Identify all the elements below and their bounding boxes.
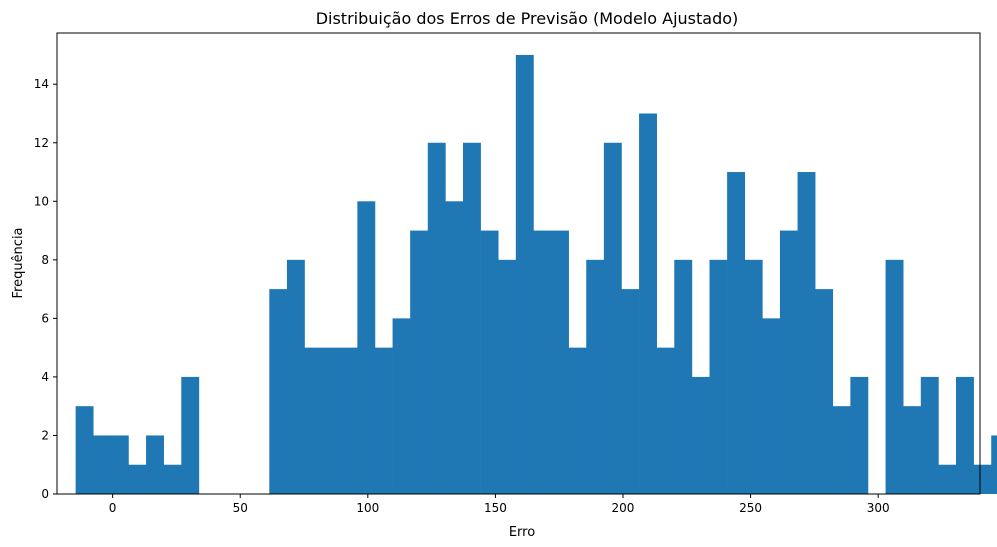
chart-title: Distribuição dos Erros de Previsão (Mode… — [316, 9, 739, 28]
plot-frame — [56, 32, 981, 495]
histogram-bar — [286, 259, 305, 494]
histogram-bar — [674, 259, 693, 494]
histogram-bar — [181, 376, 200, 494]
histogram-bar — [463, 142, 481, 494]
histogram-bar — [903, 406, 922, 494]
x-tick-label: 100 — [356, 501, 379, 515]
histogram-bar — [656, 347, 675, 494]
histogram-bar — [797, 172, 816, 494]
histogram-bar — [779, 230, 798, 494]
histogram-bar — [110, 435, 129, 494]
histogram-bar — [533, 230, 552, 494]
histogram-bar — [639, 113, 657, 495]
histogram-bar — [304, 347, 323, 494]
histogram-bar — [410, 230, 429, 494]
x-tick-label: 300 — [867, 501, 890, 515]
histogram-bar — [691, 376, 710, 494]
histogram-bar — [815, 289, 834, 494]
histogram-bar — [374, 347, 393, 494]
x-axis: 0 50 100 150 200 250 300 — [109, 494, 890, 515]
y-tick-label: 12 — [34, 136, 49, 150]
histogram-bar — [762, 318, 781, 494]
histogram-bar — [744, 259, 763, 494]
histogram-bar — [956, 376, 974, 494]
x-tick-label: 200 — [612, 501, 635, 515]
histogram-bar — [621, 289, 640, 494]
histogram-bar — [146, 435, 164, 494]
histogram-bar — [920, 376, 939, 494]
histogram-bar — [269, 289, 288, 494]
histogram-bar — [357, 201, 376, 495]
histogram-bar — [128, 464, 147, 494]
x-tick-label: 0 — [109, 501, 117, 515]
x-tick-label: 50 — [233, 501, 248, 515]
histogram-bar — [498, 259, 517, 494]
histogram-bar — [163, 464, 182, 494]
y-tick-label: 6 — [41, 311, 49, 325]
histogram-bar — [515, 54, 534, 494]
y-tick-label: 0 — [41, 487, 49, 501]
y-axis: 0 2 4 6 8 10 12 14 — [34, 77, 57, 501]
x-axis-label: Erro — [509, 525, 535, 540]
y-tick-label: 2 — [41, 428, 49, 442]
histogram-bar — [709, 259, 728, 494]
histogram-bar — [586, 259, 605, 494]
histogram-bar — [480, 230, 499, 494]
histogram-bar — [551, 230, 569, 494]
histogram-bar — [938, 464, 957, 494]
histogram-bar — [445, 201, 464, 495]
y-axis-label: Frequência — [11, 227, 26, 298]
histogram-bar — [832, 406, 851, 494]
histogram-bar — [392, 318, 411, 494]
x-tick-label: 150 — [484, 501, 507, 515]
histogram-bar — [973, 464, 992, 494]
histogram-bar — [991, 435, 997, 494]
y-tick-label: 4 — [41, 370, 49, 384]
y-tick-label: 14 — [34, 77, 49, 91]
x-tick-label: 250 — [739, 501, 762, 515]
y-tick-label: 8 — [41, 253, 49, 267]
histogram-bar — [322, 347, 341, 494]
histogram-bar — [93, 435, 112, 494]
histogram-bar — [339, 347, 358, 494]
histogram-bar — [727, 172, 746, 494]
histogram-bar — [603, 142, 622, 494]
histogram-bar — [75, 406, 94, 494]
bars-group — [75, 54, 997, 495]
histogram-bar — [427, 142, 446, 494]
histogram-bar — [850, 376, 869, 494]
histogram-bar — [568, 347, 587, 494]
y-tick-label: 10 — [34, 194, 49, 208]
histogram-bar — [885, 259, 904, 494]
